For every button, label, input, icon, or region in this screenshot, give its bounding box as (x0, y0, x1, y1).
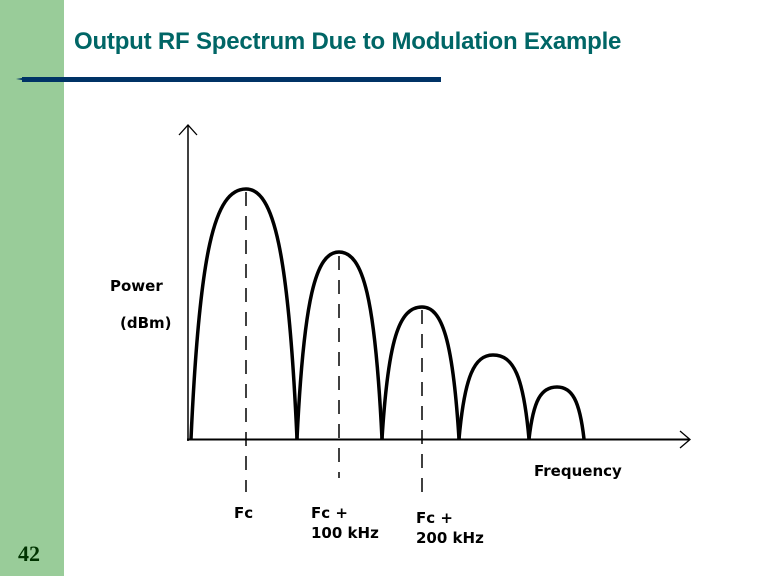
spectrum-lobe-4 (457, 353, 531, 440)
x-axis-arrow-icon (679, 430, 692, 449)
y-axis-label-power: Power (110, 277, 163, 295)
marker-dashed-lines (245, 192, 423, 500)
y-axis (178, 124, 198, 441)
left-accent-bar (0, 0, 64, 576)
y-axis-label-unit: (dBm) (120, 314, 172, 332)
marker-label-fc: Fc (234, 504, 254, 522)
spectrum-lobe-3 (380, 305, 461, 440)
y-axis-arrow-icon (178, 124, 198, 136)
spectrum-lobe-5 (527, 385, 586, 440)
spectrum-lobe-2 (295, 250, 384, 440)
x-axis-label-frequency: Frequency (534, 462, 622, 480)
spectrum-lobe-1 (189, 187, 299, 440)
marker-label-fc-200khz: Fc + 200 kHz (416, 509, 484, 547)
slide-number: 42 (18, 541, 40, 566)
marker-label-fc-100khz: Fc + 100 kHz (311, 504, 379, 542)
spectrum-lobes (189, 187, 586, 440)
title-underline-rule (16, 77, 441, 82)
slide-title: Output RF Spectrum Due to Modulation Exa… (74, 28, 622, 55)
x-axis (187, 430, 692, 449)
